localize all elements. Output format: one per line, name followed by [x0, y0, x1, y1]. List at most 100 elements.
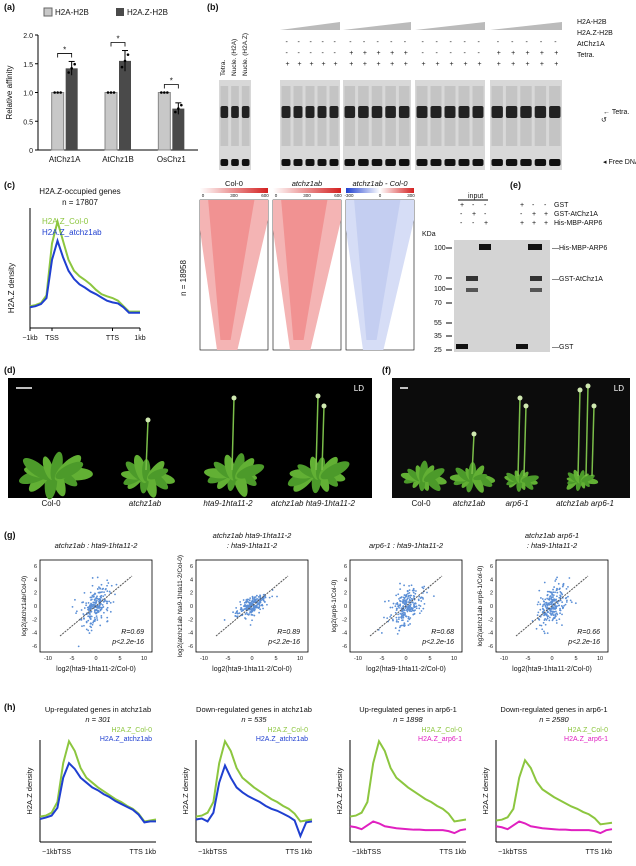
scatter-point: [419, 605, 422, 607]
scatter-point: [574, 602, 577, 605]
scatter-point: [85, 602, 88, 605]
x-category-label: AtChz1A: [49, 155, 81, 164]
legend-mutant: H2A.Z_arp6-1: [564, 736, 608, 743]
heatmap-core: [354, 200, 401, 340]
data-point: [53, 91, 56, 94]
scatter-point: [386, 617, 389, 620]
x-tick-label: −1kb: [22, 335, 37, 342]
tetra-band: [317, 106, 327, 118]
plant-stem: [577, 389, 581, 477]
lane-sign: -: [334, 50, 337, 57]
legend-col0: H2A.Z_Col-0: [112, 727, 153, 734]
scatter-point: [106, 606, 109, 609]
scatter-point: [258, 611, 261, 614]
scatter-point: [261, 597, 264, 600]
plant-stem: [517, 397, 521, 477]
scatter-point: [100, 615, 103, 617]
scatter-point: [92, 621, 94, 624]
scatter-point: [546, 615, 549, 618]
scatter-point: [110, 584, 113, 587]
x-tick-label: 0: [94, 656, 97, 662]
scatter-point: [541, 628, 544, 631]
scatter-point: [404, 604, 407, 607]
scatter-point: [106, 590, 109, 592]
scatter-point: [397, 620, 400, 623]
blot-sign: -: [460, 211, 463, 218]
free-dna-band: [344, 159, 356, 166]
scatter-point: [100, 603, 102, 605]
blot-sign: -: [472, 202, 475, 209]
free-dna-band: [220, 159, 229, 166]
x-tick-label: 10: [141, 656, 147, 662]
scatter-point: [398, 597, 400, 600]
data-point: [174, 110, 177, 114]
y-tick-label: 0: [29, 148, 33, 155]
scatter-point: [398, 629, 401, 632]
scatter-point: [85, 604, 88, 607]
scatter-point: [97, 610, 100, 613]
scatter-point: [399, 612, 402, 615]
y-tick-label: 1.5: [23, 62, 33, 69]
scatter-point: [559, 612, 561, 615]
scatter-point: [252, 606, 255, 609]
tetra-band: [305, 106, 315, 118]
lane-sign: +: [377, 50, 381, 57]
scatter-point: [544, 605, 547, 607]
scatter-point: [399, 596, 402, 599]
band-label-gst: —GST: [552, 344, 574, 351]
scatter-point: [561, 585, 564, 588]
scatter-point: [106, 600, 109, 603]
scatter-point: [541, 607, 544, 610]
bar-H2A-H2B-AtChz1A: [51, 92, 65, 151]
scatter-point: [395, 603, 398, 605]
lane-sign: -: [554, 39, 557, 46]
plant-stem-flower: [517, 395, 523, 401]
scatter-point: [561, 601, 564, 604]
scatter-point: [543, 581, 546, 584]
scatter-point: [396, 632, 399, 635]
lane-sign: +: [334, 61, 338, 68]
lane-sign: -: [464, 50, 467, 57]
scatter-point: [254, 596, 257, 598]
scatter-point: [541, 605, 544, 608]
plant-photo-f: LD: [392, 378, 630, 498]
scatter-point: [537, 601, 540, 604]
scatter-point: [88, 616, 91, 619]
scatter-point: [106, 584, 108, 587]
bar-chart-a: 0 0.5 1.0 1.5 2.0 Relative affinity H2A-H2B H2A…: [5, 7, 198, 164]
y-tick-label: -2: [188, 617, 193, 623]
scatter-point: [90, 602, 92, 605]
colorbar-tick: 300: [407, 193, 415, 198]
plant-rosette: [22, 457, 51, 481]
scatter-point: [107, 582, 110, 584]
scatter-point: [551, 612, 554, 615]
data-point: [109, 91, 113, 94]
kda-marker: 55: [434, 320, 442, 327]
scatter-point: [89, 591, 92, 594]
scatter-point: [99, 595, 102, 598]
x-tick-label: TTS 1kb: [286, 849, 313, 856]
tetra-band: [293, 106, 303, 118]
lane-sign: +: [511, 50, 515, 57]
colorbar-tick: 0: [379, 193, 382, 198]
plant-photo-d: LD: [8, 378, 372, 500]
scatter-point: [400, 617, 403, 619]
data-point: [106, 91, 110, 94]
x-tick-label: -10: [44, 656, 52, 662]
lane-sign: -: [298, 50, 301, 57]
band-label-tetra: ← Tetra.: [603, 109, 629, 116]
scatter-point: [103, 591, 105, 593]
scatter-point: [249, 601, 252, 604]
y-tick-label: 0: [344, 604, 347, 610]
tetra-band: [534, 106, 547, 118]
scatter-point: [408, 589, 411, 592]
y-tick-label: 6: [190, 564, 193, 570]
scatter-x-label: log2(hta9-1hta11-2/Col-0): [512, 666, 592, 673]
scatter-point: [108, 600, 111, 603]
scatter-point: [88, 632, 91, 634]
scatter-point: [422, 607, 425, 610]
scatter-point: [409, 596, 412, 599]
lane-sign: +: [478, 61, 482, 68]
scatter-point: [420, 610, 423, 612]
plant-stem-flower: [231, 395, 237, 401]
